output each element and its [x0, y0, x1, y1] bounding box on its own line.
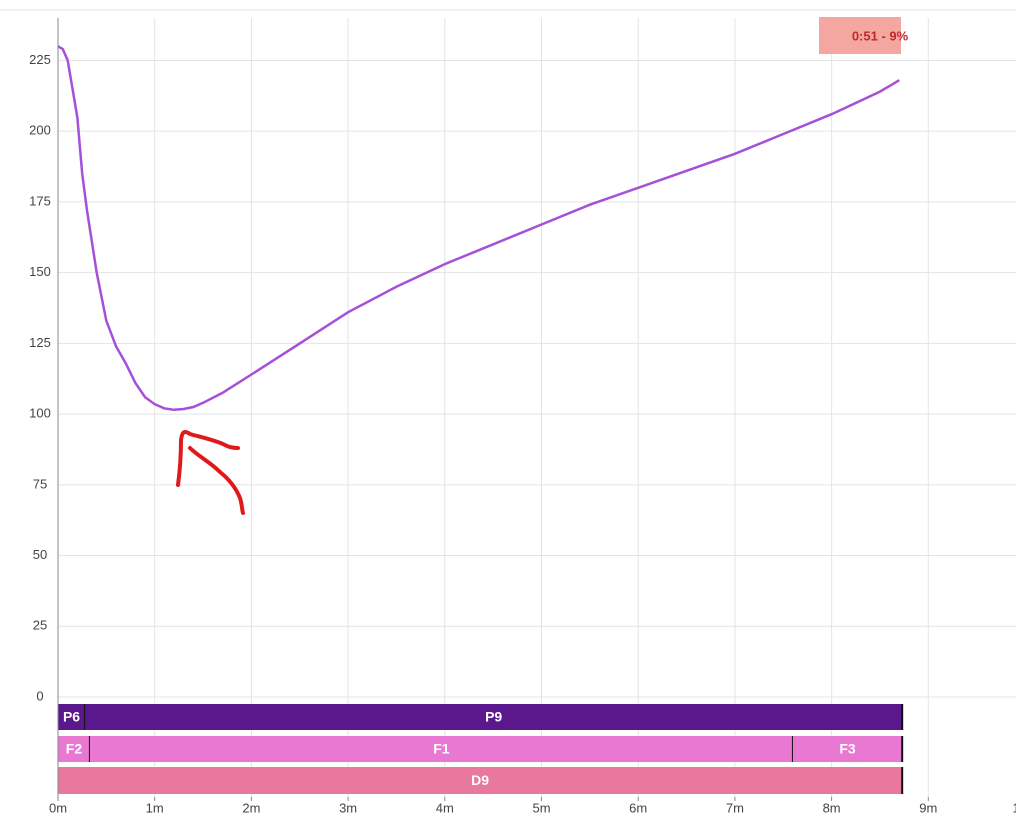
y-tick-label: 50 [33, 547, 47, 562]
y-tick-label: 200 [29, 123, 51, 138]
y-tick-label: 100 [29, 406, 51, 421]
x-tick-label: 4m [436, 800, 454, 815]
y-tick-label: 125 [29, 335, 51, 350]
badge: 0:51 - 9% [852, 28, 909, 43]
badge-bg [819, 17, 901, 54]
phase-segment [89, 736, 793, 762]
x-tick-label: 10m [1012, 800, 1016, 815]
x-tick-label: 0m [49, 800, 67, 815]
phase-label: F1 [433, 741, 450, 757]
phase-label: F3 [839, 741, 856, 757]
x-tick-label: 7m [726, 800, 744, 815]
phase-segment [85, 704, 903, 730]
y-tick-label: 75 [33, 476, 47, 491]
x-tick-label: 1m [146, 800, 164, 815]
x-tick-label: 8m [823, 800, 841, 815]
y-tick-label: 150 [29, 264, 51, 279]
x-tick-label: 6m [629, 800, 647, 815]
y-tick-label: 225 [29, 52, 51, 67]
y-tick-label: 25 [33, 618, 47, 633]
line-series [57, 45, 900, 412]
x-tick-label: 3m [339, 800, 357, 815]
phase-segment [58, 767, 903, 794]
phase-label: P6 [63, 709, 80, 725]
phase-segment [792, 736, 903, 762]
x-tick-label: 2m [242, 800, 260, 815]
phase-segment [58, 704, 86, 730]
x-tick-label: 5m [532, 800, 550, 815]
hand-drawn-arrow [176, 430, 245, 515]
phase-segment [58, 736, 90, 762]
phase-label: D9 [471, 772, 489, 788]
x-tick-label: 9m [919, 800, 937, 815]
y-tick-label: 0 [36, 688, 43, 703]
phase-label: P9 [485, 709, 502, 725]
y-tick-label: 175 [29, 193, 51, 208]
phase-label: F2 [66, 741, 83, 757]
